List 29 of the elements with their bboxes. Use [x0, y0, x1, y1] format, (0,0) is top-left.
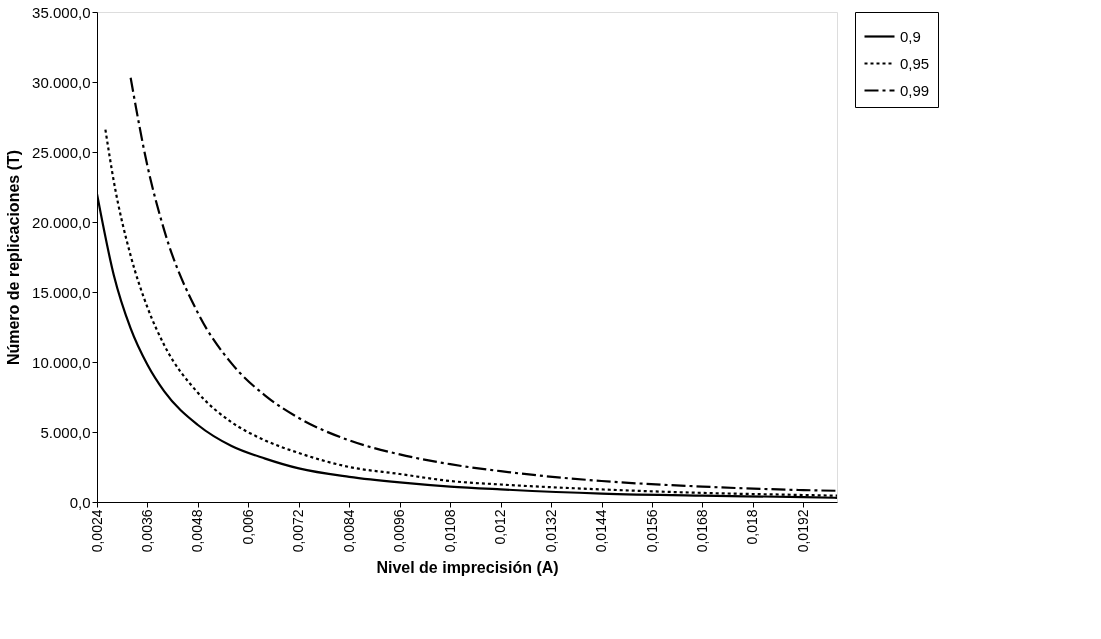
y-tick-label: 10.000,0	[32, 353, 91, 371]
legend-label: 0,95	[900, 54, 930, 72]
x-tick-label: 0,0192	[794, 509, 811, 553]
y-tick-label: 20.000,0	[32, 213, 91, 231]
x-tick-label: 0,0048	[189, 509, 206, 553]
x-tick-label: 0,018	[744, 509, 761, 545]
y-tick-label: 0,0	[69, 493, 91, 511]
x-tick-label: 0,0108	[441, 509, 458, 553]
x-tick-label: 0,0156	[643, 509, 660, 553]
x-axis-title: Nivel de imprecisión (A)	[376, 559, 559, 577]
legend-label: 0,99	[900, 81, 930, 99]
y-tick-label: 5.000,0	[40, 423, 91, 441]
x-tick-label: 0,0036	[138, 509, 155, 553]
x-tick-label: 0,0144	[593, 509, 610, 553]
x-tick-label: 0,0084	[340, 509, 357, 553]
x-tick-label: 0,0096	[391, 509, 408, 553]
x-tick-label: 0,0024	[88, 509, 105, 553]
x-tick-label: 0,006	[239, 509, 256, 545]
y-tick-label: 25.000,0	[32, 143, 91, 161]
line-series	[129, 76, 837, 492]
x-tick-label: 0,0072	[290, 509, 307, 553]
y-axis-title: Número de replicaciones (T)	[5, 149, 23, 366]
y-tick-label: 30.000,0	[32, 73, 91, 91]
x-tick-label: 0,0168	[693, 509, 710, 553]
x-tick-label: 0,0132	[542, 509, 559, 553]
y-tick-label: 35.000,0	[32, 3, 91, 21]
x-tick-label: 0,012	[492, 509, 509, 545]
y-tick-label: 15.000,0	[32, 283, 91, 301]
legend-label: 0,9	[900, 27, 921, 45]
